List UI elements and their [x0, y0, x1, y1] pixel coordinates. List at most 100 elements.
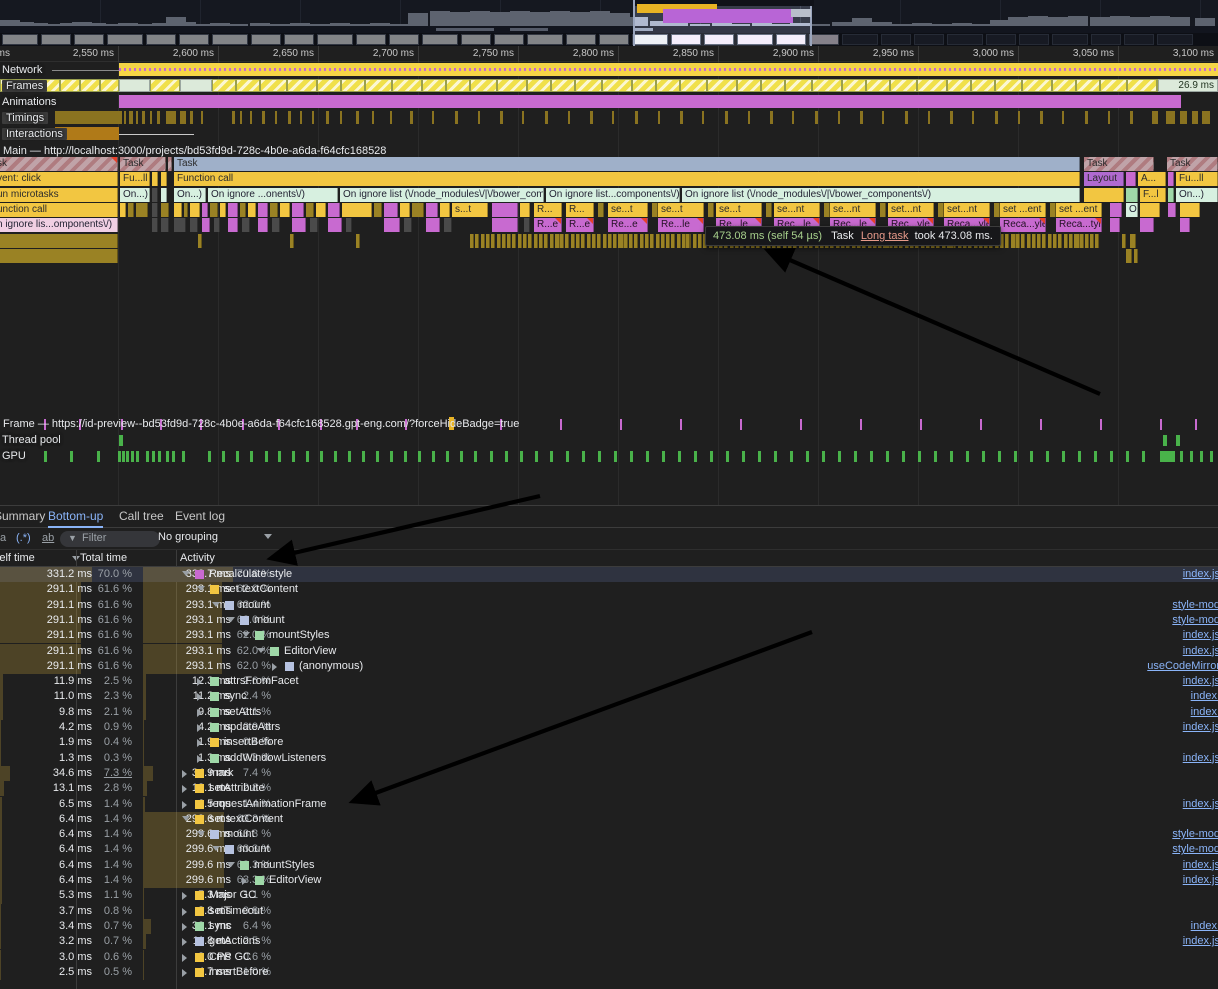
flame-event[interactable]: [587, 234, 591, 248]
frame-block[interactable]: [1127, 79, 1157, 92]
flame-event[interactable]: [677, 234, 681, 248]
flame-event[interactable]: [576, 234, 580, 248]
flame-event[interactable]: [174, 203, 182, 217]
flame-set-textcontent[interactable]: se...t: [716, 203, 762, 217]
gpu-event[interactable]: [520, 451, 523, 462]
source-url-link[interactable]: index.js: [1183, 629, 1218, 641]
expand-triangle-closed-icon[interactable]: [197, 678, 202, 686]
timing-marker[interactable]: [792, 111, 794, 124]
filter-input[interactable]: ▼ Filter: [60, 531, 160, 547]
flame-event[interactable]: [592, 234, 596, 248]
flame-event[interactable]: [624, 234, 628, 248]
gpu-event[interactable]: [1190, 451, 1193, 462]
gpu-event[interactable]: [790, 451, 793, 462]
timing-marker[interactable]: [1180, 111, 1187, 124]
flame-event[interactable]: [202, 203, 208, 217]
source-url-link[interactable]: style-mod: [1172, 599, 1218, 611]
flame-event[interactable]: [528, 234, 532, 248]
tooltip-long-task-link[interactable]: Long task: [861, 230, 909, 242]
frame-track-event[interactable]: [680, 419, 682, 430]
flame-event[interactable]: [470, 234, 474, 248]
gpu-event[interactable]: [998, 451, 1001, 462]
expand-triangle-open-icon[interactable]: [197, 831, 205, 836]
gpu-event[interactable]: [97, 451, 100, 462]
timing-marker[interactable]: [770, 111, 773, 124]
expand-triangle-open-icon[interactable]: [227, 617, 235, 622]
gpu-event[interactable]: [1180, 451, 1183, 462]
frame-block[interactable]: [212, 79, 236, 92]
frame-track-event[interactable]: [620, 419, 622, 430]
gpu-event[interactable]: [362, 451, 365, 462]
source-url-link[interactable]: index.: [1191, 690, 1218, 702]
flame-event[interactable]: [523, 234, 527, 248]
flame-event[interactable]: [1084, 188, 1124, 202]
frame-block[interactable]: [80, 79, 100, 92]
expand-triangle-closed-icon[interactable]: [242, 877, 247, 885]
expand-triangle-open-icon[interactable]: [242, 632, 250, 637]
timing-marker[interactable]: [860, 111, 863, 124]
flame-event[interactable]: [550, 234, 554, 248]
frame-track-event[interactable]: [1195, 419, 1197, 430]
flame-event[interactable]: [1037, 234, 1041, 248]
flame-set-textcontent[interactable]: set ...ent: [1000, 203, 1046, 217]
flame-event[interactable]: [1095, 234, 1099, 248]
gpu-event[interactable]: [774, 451, 777, 462]
details-toolbar[interactable]: a (.*) ab ▼ Filter No grouping: [0, 528, 1218, 550]
timing-marker[interactable]: [1040, 111, 1043, 124]
flame-event[interactable]: [629, 234, 633, 248]
flame-event[interactable]: [1140, 218, 1154, 232]
flame-event[interactable]: [1090, 234, 1094, 248]
gpu-event[interactable]: [404, 451, 407, 462]
flame-event[interactable]: [400, 203, 410, 217]
timing-marker[interactable]: [356, 111, 359, 124]
source-url-link[interactable]: style-mod: [1172, 614, 1218, 626]
timing-marker[interactable]: [838, 111, 840, 124]
gpu-event[interactable]: [678, 451, 681, 462]
timing-marker[interactable]: [1018, 111, 1020, 124]
source-url-link[interactable]: index.js: [1183, 859, 1218, 871]
flame-event[interactable]: [1134, 249, 1138, 263]
timing-marker[interactable]: [500, 111, 503, 124]
flame-event[interactable]: [1180, 218, 1190, 232]
source-url-link[interactable]: index.js: [1183, 645, 1218, 657]
flame-event[interactable]: [310, 218, 318, 232]
gpu-event[interactable]: [726, 451, 729, 462]
timing-marker[interactable]: [142, 111, 145, 124]
flame-event[interactable]: [608, 234, 612, 248]
flame-event[interactable]: [152, 218, 158, 232]
gpu-event[interactable]: [1210, 451, 1213, 462]
flame-event[interactable]: [426, 218, 440, 232]
flame-set-textcontent[interactable]: se...t: [658, 203, 704, 217]
flame-recalculate-style[interactable]: Reca...tyle: [1056, 218, 1102, 232]
source-url-link[interactable]: useCodeMirror: [1147, 660, 1218, 672]
flame-event-click[interactable]: vent: click: [0, 172, 118, 186]
gpu-event[interactable]: [490, 451, 493, 462]
frame-block[interactable]: [866, 79, 890, 92]
flame-event[interactable]: [645, 234, 649, 248]
timing-marker[interactable]: [326, 111, 329, 124]
expand-triangle-open-icon[interactable]: [257, 648, 265, 653]
thread-pool-event[interactable]: [119, 435, 123, 446]
frame-block[interactable]: [365, 79, 392, 92]
timing-marker[interactable]: [568, 111, 570, 124]
flame-event[interactable]: [412, 203, 424, 217]
flame-event[interactable]: [507, 234, 511, 248]
timing-marker[interactable]: [905, 111, 908, 124]
timing-marker[interactable]: [1202, 111, 1210, 124]
frame-block[interactable]: [446, 79, 470, 92]
frame-block[interactable]: [707, 79, 737, 92]
flame-event[interactable]: [190, 203, 200, 217]
gpu-event[interactable]: [131, 451, 134, 462]
